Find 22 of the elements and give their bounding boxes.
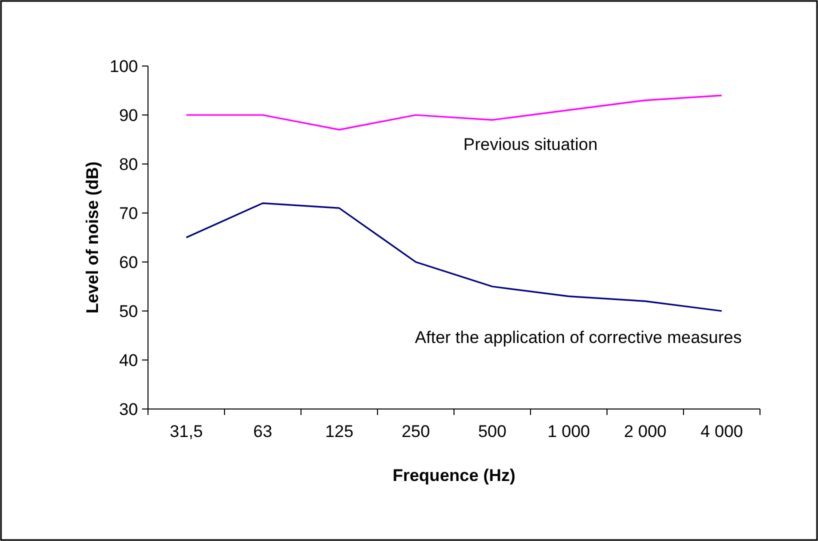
line-series <box>185 202 723 312</box>
y-axis-title: Level of noise (dB) <box>83 161 102 314</box>
x-tick-label: 500 <box>478 422 506 441</box>
series-label: After the application of corrective measures <box>414 328 742 347</box>
y-tick-label: 70 <box>119 204 138 223</box>
series-label: Previous situation <box>463 134 598 154</box>
x-tick-label: 63 <box>253 422 272 441</box>
x-tick-label: 31,5 <box>170 422 203 441</box>
y-tick-label: 30 <box>119 400 138 419</box>
x-tick-label: 125 <box>325 422 354 441</box>
x-axis-title: Frequence (Hz) <box>392 466 516 485</box>
y-tick-label: 100 <box>110 56 138 76</box>
y-tick-label: 90 <box>119 106 138 125</box>
y-tick-label: 80 <box>119 154 138 174</box>
x-tick-label: 4 000 <box>700 422 744 441</box>
line-series <box>185 94 723 130</box>
x-tick-label: 1 000 <box>547 422 590 441</box>
y-tick-label: 40 <box>119 350 138 370</box>
x-tick-label: 250 <box>402 422 430 441</box>
y-tick-label: 50 <box>119 302 138 321</box>
y-tick-label: 60 <box>119 252 138 272</box>
x-tick-label: 2 000 <box>624 422 667 441</box>
